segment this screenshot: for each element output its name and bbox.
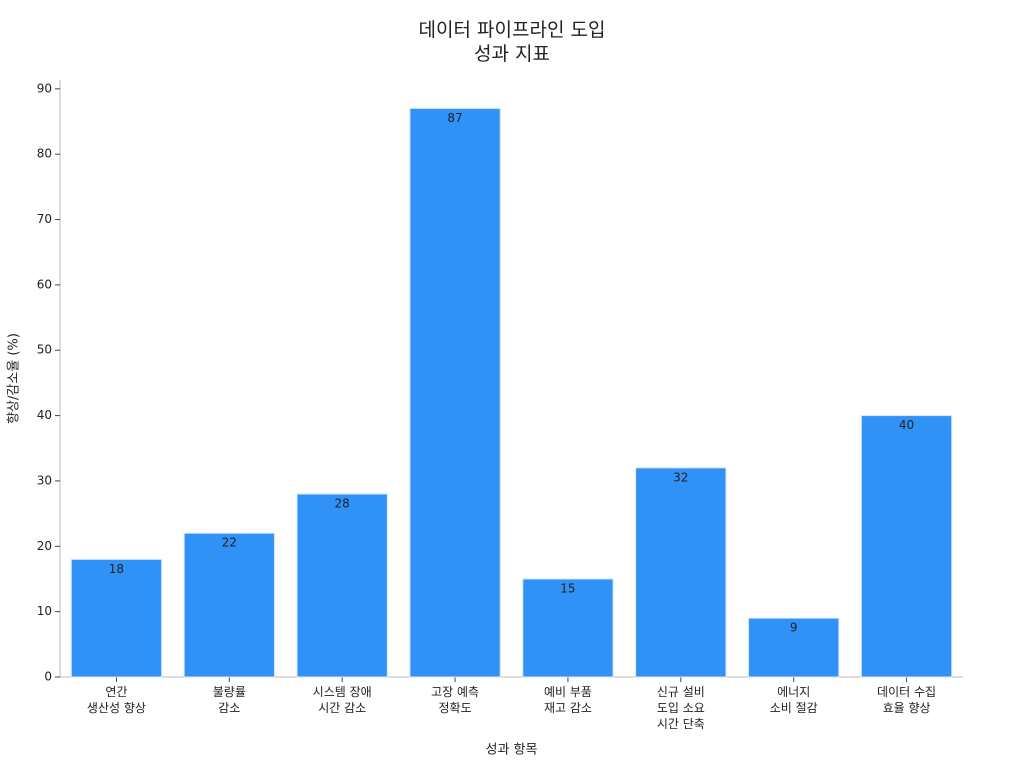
value-label: 28	[335, 497, 350, 511]
x-tick-label: 예비 부품 재고 감소	[543, 685, 592, 715]
x-tick-label: 시스템 장애 시간 감소	[312, 685, 372, 715]
bar	[860, 415, 953, 678]
value-label: 40	[899, 418, 914, 432]
value-label: 22	[222, 536, 237, 550]
y-tick-label: 60	[37, 277, 52, 291]
x-tick-label: 데이터 수집 효율 향상	[877, 685, 937, 715]
x-tick-label: 신규 설비 도입 소요 시간 단축	[656, 685, 705, 731]
y-tick-label: 10	[37, 604, 52, 618]
x-tick-label: 연간 생산성 향상	[86, 685, 146, 715]
bar	[748, 617, 840, 678]
y-tick-label: 90	[37, 81, 52, 95]
y-tick-label: 20	[37, 539, 52, 553]
x-tick-label: 고장 예측 정확도	[431, 685, 480, 715]
bar	[296, 493, 388, 678]
y-tick-label: 30	[37, 473, 52, 487]
x-tick-label: 에너지 소비 절감	[769, 685, 818, 715]
bar	[409, 107, 501, 678]
value-label: 9	[790, 621, 798, 635]
y-tick-label: 80	[37, 147, 52, 161]
bar	[522, 578, 614, 678]
y-tick-label: 70	[37, 212, 52, 226]
bar	[183, 532, 275, 678]
value-label: 18	[109, 562, 124, 576]
x-tick-label: 불량률 감소	[212, 685, 246, 715]
value-label: 15	[560, 581, 575, 595]
y-tick-label: 40	[37, 408, 52, 422]
bar	[635, 467, 727, 678]
bar	[70, 558, 163, 678]
value-label: 87	[447, 111, 462, 125]
x-axis-label: 성과 항목	[486, 743, 538, 758]
y-tick-label: 0	[44, 670, 52, 684]
value-label: 32	[673, 470, 688, 484]
chart-title: 데이터 파이프라인 도입 성과 지표	[418, 19, 606, 65]
y-axis-label: 향상/감소율 (%)	[7, 333, 22, 424]
y-tick-label: 50	[37, 343, 52, 357]
